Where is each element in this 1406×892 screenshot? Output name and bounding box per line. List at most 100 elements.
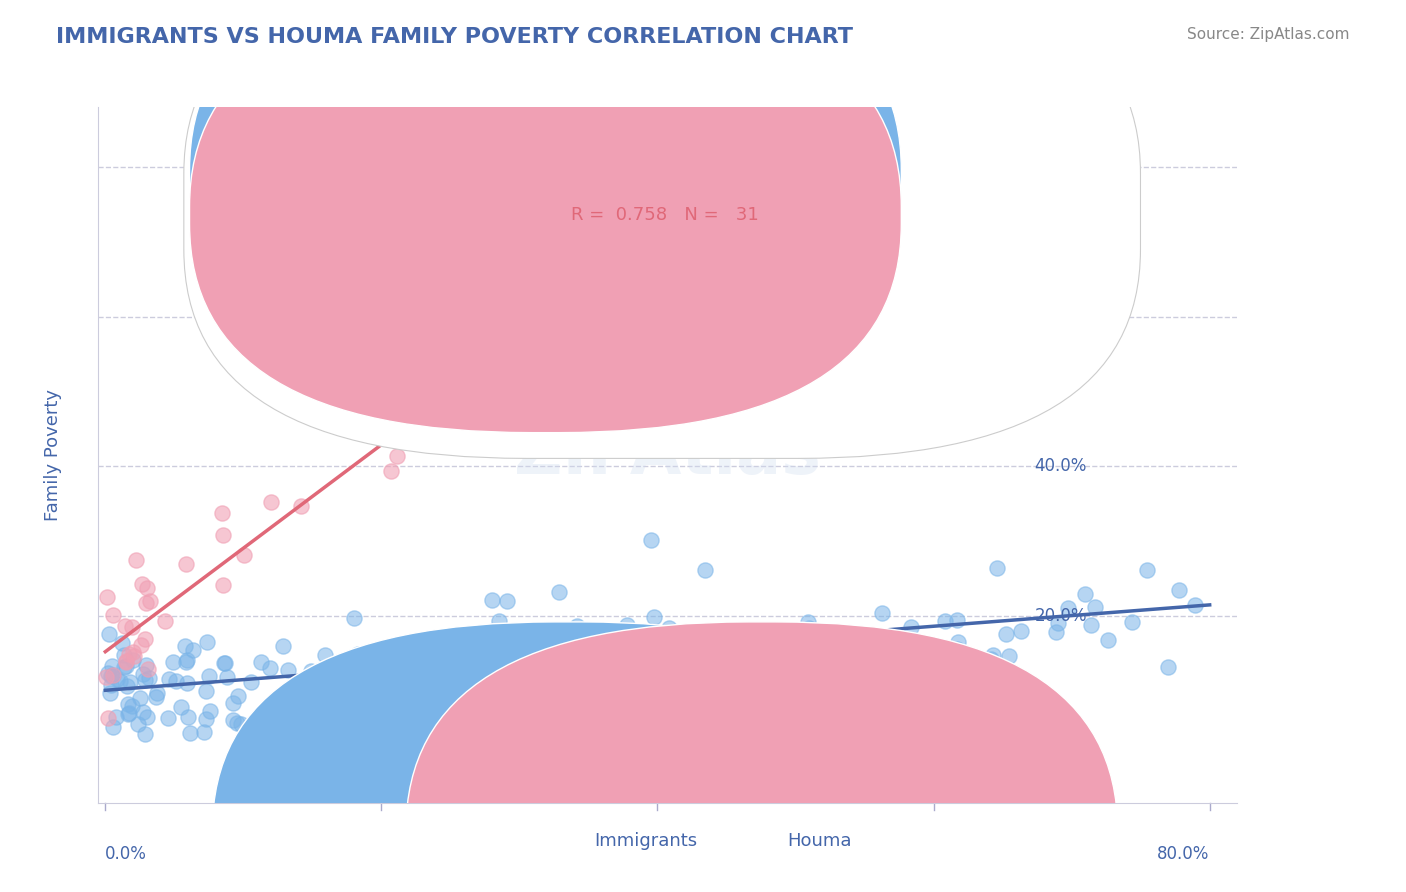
Point — [437, 659, 460, 673]
Text: 60.0%: 60.0% — [1035, 308, 1087, 326]
Point — [117, 697, 139, 711]
FancyBboxPatch shape — [190, 0, 901, 396]
Point — [117, 706, 139, 721]
Point — [1084, 600, 1107, 615]
Point — [488, 615, 510, 629]
Point — [875, 658, 897, 673]
Point — [122, 645, 145, 659]
Point — [986, 561, 1008, 575]
Point — [101, 668, 124, 682]
Text: 80.0%: 80.0% — [1157, 845, 1209, 863]
Point — [404, 639, 426, 653]
Point — [547, 584, 569, 599]
Point — [211, 528, 233, 542]
Point — [666, 684, 689, 698]
Point — [523, 648, 546, 662]
Point — [134, 632, 156, 646]
Point — [129, 638, 152, 652]
Point — [273, 640, 295, 654]
Point — [290, 499, 312, 513]
Point — [145, 690, 167, 704]
Point — [193, 725, 215, 739]
Point — [136, 581, 159, 595]
Point — [900, 620, 922, 634]
Point — [316, 697, 339, 711]
FancyBboxPatch shape — [212, 622, 924, 892]
Point — [1074, 587, 1097, 601]
Point — [111, 636, 134, 650]
Point — [489, 651, 512, 665]
Text: ZIPAtlas: ZIPAtlas — [515, 422, 821, 488]
Point — [446, 722, 468, 736]
Point — [1157, 660, 1180, 674]
Point — [226, 716, 249, 731]
Point — [226, 689, 249, 703]
Point — [671, 629, 693, 643]
Point — [1184, 599, 1206, 613]
Text: Family Poverty: Family Poverty — [44, 389, 62, 521]
Point — [97, 665, 120, 680]
Point — [640, 533, 662, 547]
Point — [467, 644, 489, 658]
Point — [122, 653, 145, 667]
Point — [799, 279, 821, 293]
Point — [426, 683, 449, 698]
Point — [100, 669, 122, 683]
Point — [96, 591, 118, 605]
Point — [870, 606, 893, 620]
Point — [96, 670, 118, 684]
Point — [928, 685, 950, 699]
Point — [231, 716, 253, 731]
Point — [212, 578, 235, 592]
Text: Source: ZipAtlas.com: Source: ZipAtlas.com — [1187, 27, 1350, 42]
Point — [101, 659, 124, 673]
Point — [194, 684, 217, 698]
Point — [413, 677, 436, 691]
Point — [793, 659, 815, 673]
Point — [380, 464, 402, 478]
Point — [460, 686, 482, 700]
Point — [174, 640, 197, 654]
Point — [153, 615, 176, 629]
Point — [214, 657, 236, 671]
Point — [1167, 582, 1189, 597]
Point — [125, 553, 148, 567]
Point — [479, 630, 502, 644]
Point — [129, 690, 152, 705]
Point — [496, 594, 519, 608]
Point — [1056, 600, 1078, 615]
Point — [260, 494, 283, 508]
Point — [195, 712, 218, 726]
FancyBboxPatch shape — [190, 0, 901, 433]
Point — [567, 619, 589, 633]
Point — [277, 663, 299, 677]
Point — [222, 713, 245, 727]
Point — [1010, 624, 1032, 638]
Point — [156, 711, 179, 725]
Point — [987, 657, 1010, 672]
Point — [799, 621, 821, 635]
Point — [112, 648, 135, 662]
Point — [197, 669, 219, 683]
Point — [264, 709, 287, 723]
Point — [146, 686, 169, 700]
Point — [426, 653, 449, 667]
Point — [467, 679, 489, 693]
Point — [138, 671, 160, 685]
Point — [291, 700, 314, 714]
Point — [347, 647, 370, 661]
Point — [118, 706, 141, 721]
Point — [132, 667, 155, 681]
Point — [174, 557, 197, 571]
Point — [299, 664, 322, 678]
Point — [690, 665, 713, 679]
Point — [994, 627, 1017, 641]
Text: IMMIGRANTS VS HOUMA FAMILY POVERTY CORRELATION CHART: IMMIGRANTS VS HOUMA FAMILY POVERTY CORRE… — [56, 27, 853, 46]
Point — [368, 420, 391, 434]
Point — [104, 709, 127, 723]
Point — [101, 720, 124, 734]
Point — [165, 674, 187, 689]
Point — [1080, 618, 1102, 632]
Point — [339, 678, 361, 692]
Point — [453, 694, 475, 708]
